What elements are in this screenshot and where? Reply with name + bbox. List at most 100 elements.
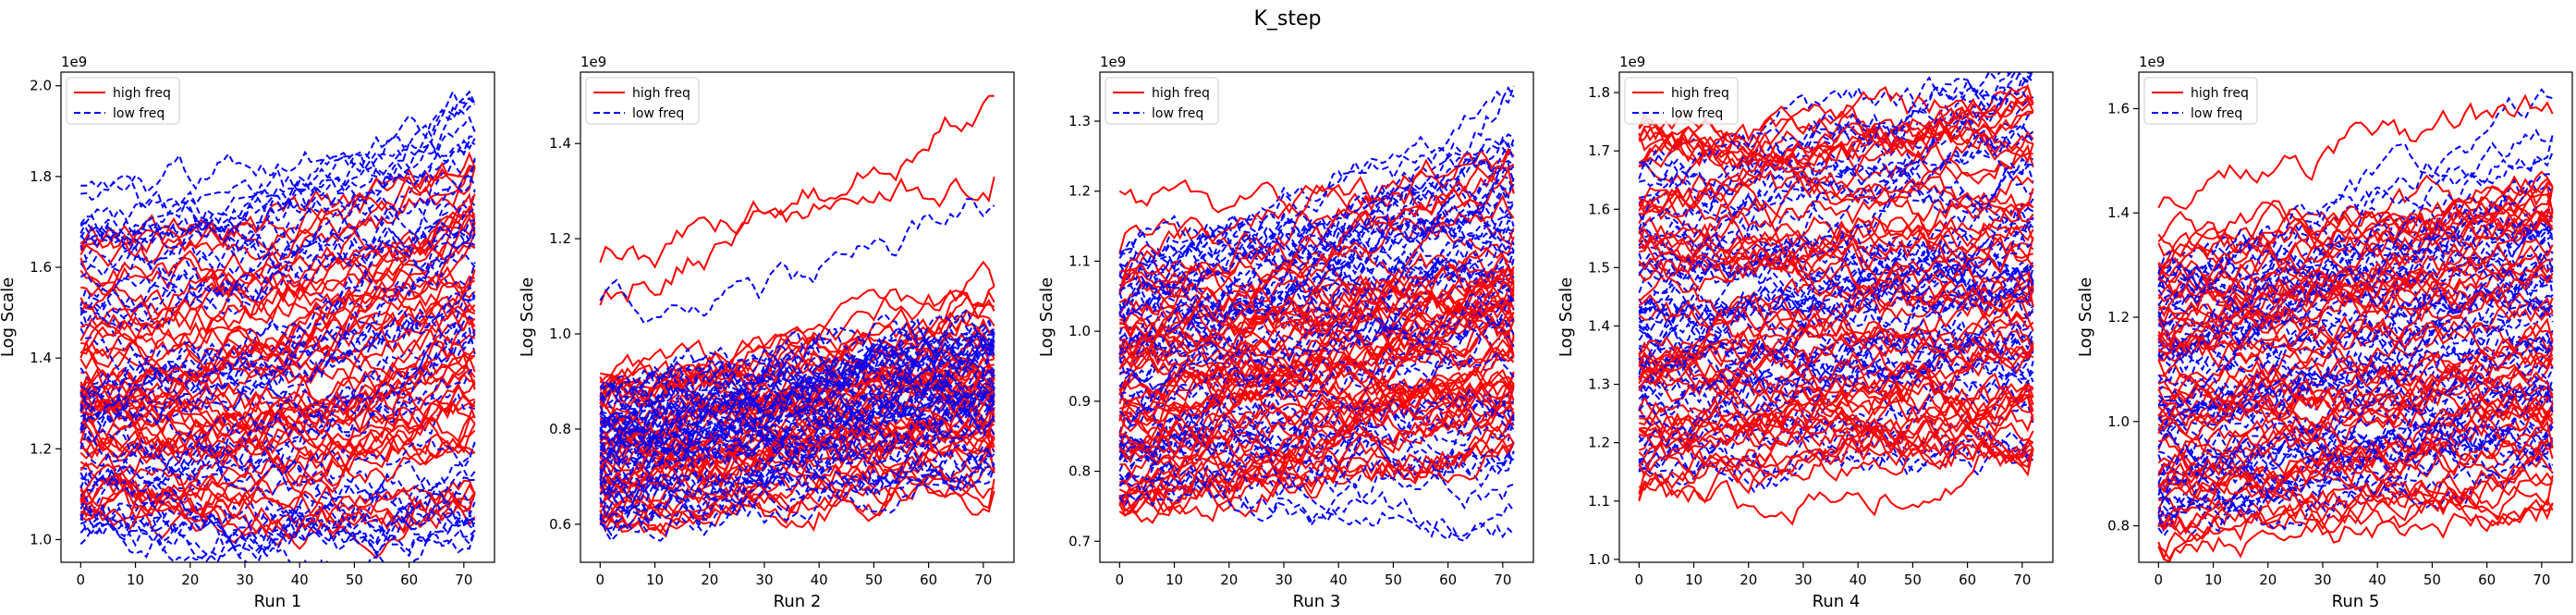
legend-label: low freq bbox=[2191, 106, 2242, 121]
low-freq-line bbox=[79, 103, 476, 247]
low-freq-line bbox=[1118, 449, 1515, 499]
y-tick-label: 1.6 bbox=[1588, 201, 1610, 217]
y-tick-label: 1.4 bbox=[30, 350, 52, 366]
low-freq-line bbox=[79, 208, 476, 269]
legend-label: low freq bbox=[1152, 106, 1203, 121]
axes-frame bbox=[580, 71, 1015, 563]
low-freq-line bbox=[1118, 228, 1515, 355]
low-freq-line bbox=[1638, 325, 2034, 469]
low-freq-line bbox=[2158, 287, 2554, 432]
high-freq-line bbox=[1638, 100, 2033, 167]
legend-label: high freq bbox=[1152, 86, 1210, 101]
high-freq-line bbox=[79, 166, 476, 268]
high-freq-line bbox=[2157, 318, 2554, 372]
high-freq-line bbox=[79, 244, 476, 412]
high-freq-line bbox=[2157, 478, 2554, 527]
high-freq-line bbox=[1638, 287, 2034, 385]
high-freq-line bbox=[2157, 469, 2554, 561]
low-freq-line bbox=[2157, 325, 2554, 374]
high-freq-line bbox=[1638, 97, 2034, 170]
low-freq-line bbox=[599, 386, 995, 442]
low-freq-line bbox=[1638, 222, 2034, 400]
high-freq-line bbox=[599, 382, 995, 452]
y-tick-label: 1.5 bbox=[1588, 259, 1610, 276]
high-freq-line bbox=[1638, 169, 2034, 222]
low-freq-line bbox=[2157, 338, 2554, 441]
high-freq-line bbox=[79, 229, 476, 329]
low-freq-line bbox=[79, 135, 475, 251]
low-freq-line bbox=[1118, 132, 1515, 296]
high-freq-line bbox=[1118, 198, 1515, 308]
series-lines bbox=[1638, 72, 2034, 526]
high-freq-line bbox=[79, 426, 475, 475]
x-tick-label: 70 bbox=[2013, 572, 2031, 588]
x-tick-label: 30 bbox=[755, 572, 773, 588]
high-freq-line bbox=[1119, 377, 1515, 417]
low-freq-line bbox=[80, 138, 476, 304]
x-tick-label: 60 bbox=[1439, 572, 1457, 588]
high-freq-line bbox=[79, 315, 476, 424]
low-freq-line bbox=[1119, 240, 1515, 320]
high-freq-line bbox=[2157, 241, 2553, 291]
y-tick-label: 1.3 bbox=[1588, 376, 1610, 393]
x-tick-label: 30 bbox=[1794, 572, 1812, 588]
high-freq-line bbox=[1638, 211, 2034, 255]
x-tick-label: 20 bbox=[2259, 572, 2277, 588]
low-freq-line bbox=[2157, 225, 2554, 330]
y-tick-label: 0.8 bbox=[1068, 463, 1091, 480]
low-freq-line bbox=[1118, 441, 1515, 516]
high-freq-line bbox=[2158, 375, 2554, 433]
y-tick-label: 1.1 bbox=[1068, 252, 1091, 269]
low-freq-line bbox=[2157, 191, 2554, 328]
legend-label: low freq bbox=[632, 106, 684, 121]
low-freq-line bbox=[599, 382, 995, 520]
high-freq-line bbox=[1638, 230, 2034, 318]
low-freq-line bbox=[1118, 287, 1515, 426]
low-freq-line bbox=[599, 340, 995, 431]
high-freq-line bbox=[599, 94, 995, 269]
low-freq-line bbox=[1638, 232, 2034, 343]
low-freq-line bbox=[2157, 379, 2554, 514]
high-freq-line bbox=[2157, 370, 2554, 433]
subplots: 0 10 20 30 40 50 60 70 1.0 1.2 1.4 1.6 1.8 2.0 1e9 Run … bbox=[0, 54, 2573, 611]
low-freq-line bbox=[599, 386, 995, 498]
x-tick-label: 20 bbox=[181, 572, 199, 588]
low-freq-line bbox=[79, 505, 476, 562]
low-freq-line bbox=[79, 216, 476, 412]
x-tick-label: 40 bbox=[2369, 572, 2387, 588]
y-tick-label: 1.2 bbox=[30, 440, 52, 457]
high-freq-line bbox=[1638, 340, 2034, 394]
low-freq-line bbox=[80, 206, 476, 314]
high-freq-line bbox=[1119, 194, 1515, 339]
y-offset-label: 1e9 bbox=[580, 54, 606, 70]
x-tick-label: 50 bbox=[346, 572, 363, 588]
high-freq-line bbox=[1118, 442, 1515, 509]
high-freq-line bbox=[1638, 398, 2034, 477]
low-freq-line bbox=[79, 442, 476, 553]
high-freq-line bbox=[1119, 265, 1515, 354]
low-freq-line bbox=[2157, 416, 2554, 470]
y-tick-label: 1.2 bbox=[2107, 309, 2130, 326]
low-freq-line bbox=[79, 467, 476, 547]
high-freq-line bbox=[599, 176, 995, 306]
high-freq-line bbox=[1118, 249, 1515, 302]
low-freq-line bbox=[79, 294, 476, 430]
y-axis-label: Log Scale bbox=[0, 277, 18, 357]
low-freq-line bbox=[79, 233, 476, 431]
legend: high freq low freq bbox=[66, 77, 180, 125]
high-freq-line bbox=[1119, 147, 1515, 273]
high-freq-line bbox=[79, 381, 476, 436]
high-freq-line bbox=[2158, 345, 2554, 466]
low-freq-line bbox=[1638, 159, 2034, 213]
low-freq-line bbox=[2157, 421, 2554, 474]
high-freq-line bbox=[1638, 94, 2034, 209]
y-tick-label: 1.0 bbox=[1068, 323, 1091, 339]
legend-label: low freq bbox=[1671, 106, 1723, 121]
y-tick-label: 1.8 bbox=[1588, 84, 1610, 101]
low-freq-line bbox=[80, 476, 476, 558]
x-tick-label: 70 bbox=[974, 572, 992, 588]
high-freq-line bbox=[2157, 290, 2554, 337]
legend: high freq low freq bbox=[1624, 77, 1739, 125]
low-freq-line bbox=[599, 462, 995, 534]
